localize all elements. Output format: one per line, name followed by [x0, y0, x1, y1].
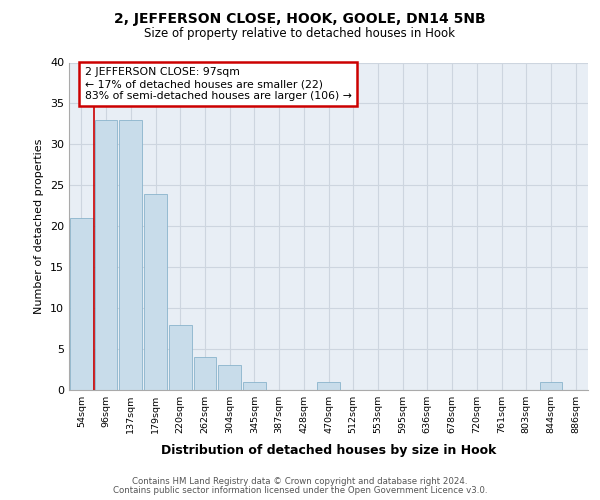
Bar [194, 357, 216, 390]
Text: Size of property relative to detached houses in Hook: Size of property relative to detached ho… [145, 28, 455, 40]
Bar [144, 194, 167, 390]
Bar [317, 382, 340, 390]
Text: 2, JEFFERSON CLOSE, HOOK, GOOLE, DN14 5NB: 2, JEFFERSON CLOSE, HOOK, GOOLE, DN14 5N… [114, 12, 486, 26]
Bar [95, 120, 118, 390]
Bar [119, 120, 142, 390]
Bar [539, 382, 562, 390]
Bar [218, 366, 241, 390]
X-axis label: Distribution of detached houses by size in Hook: Distribution of detached houses by size … [161, 444, 496, 458]
Bar [70, 218, 93, 390]
Text: Contains HM Land Registry data © Crown copyright and database right 2024.: Contains HM Land Registry data © Crown c… [132, 477, 468, 486]
Bar [169, 324, 191, 390]
Text: 2 JEFFERSON CLOSE: 97sqm
← 17% of detached houses are smaller (22)
83% of semi-d: 2 JEFFERSON CLOSE: 97sqm ← 17% of detach… [85, 68, 352, 100]
Bar [243, 382, 266, 390]
Text: Contains public sector information licensed under the Open Government Licence v3: Contains public sector information licen… [113, 486, 487, 495]
Y-axis label: Number of detached properties: Number of detached properties [34, 138, 44, 314]
